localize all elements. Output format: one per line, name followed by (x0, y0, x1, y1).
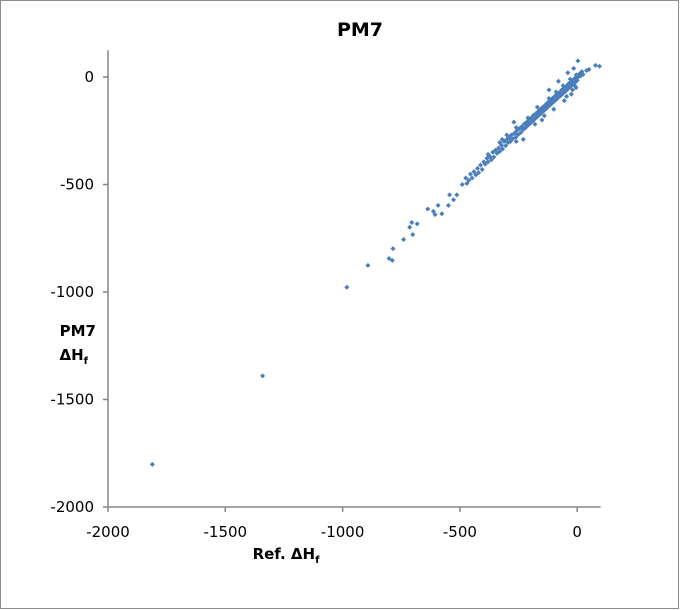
data-point (586, 66, 592, 72)
data-point (513, 139, 519, 144)
data-point (567, 76, 573, 82)
x-tick-label: -1000 (321, 523, 365, 541)
data-point (503, 143, 509, 149)
data-point (476, 170, 482, 176)
data-point (445, 202, 451, 208)
y-axis-label-line1: PM7 (60, 322, 96, 340)
data-point (560, 83, 566, 89)
data-point (497, 148, 503, 154)
data-point (573, 85, 579, 91)
data-point (555, 78, 561, 84)
data-point (592, 62, 598, 68)
data-point (499, 136, 505, 142)
data-point (471, 169, 477, 175)
data-point (365, 262, 371, 268)
data-point (520, 136, 526, 142)
data-point (454, 192, 460, 198)
data-point (509, 132, 515, 138)
data-point (432, 212, 438, 218)
data-point (451, 197, 457, 203)
data-point (546, 96, 552, 101)
data-point (410, 232, 416, 238)
data-point (463, 175, 469, 181)
data-point (459, 182, 465, 187)
data-point (447, 192, 453, 198)
y-tick-label: -1000 (50, 283, 94, 301)
x-tick-label: -1500 (204, 523, 248, 541)
data-point (534, 104, 540, 110)
data-point (389, 257, 395, 263)
data-point (553, 89, 559, 95)
data-point (532, 121, 538, 127)
data-point (565, 70, 571, 76)
data-point (511, 119, 517, 125)
data-point (439, 211, 445, 217)
data-point (546, 87, 552, 93)
data-point (551, 106, 557, 112)
data-point (344, 284, 350, 290)
y-axis-label-line2: ΔHf (59, 346, 88, 367)
data-point (149, 461, 155, 467)
data-point (518, 129, 524, 135)
data-point (513, 125, 519, 131)
data-point (580, 71, 586, 77)
data-point (467, 171, 473, 177)
data-point (571, 65, 577, 71)
y-tick-label: 0 (84, 68, 94, 86)
data-point (491, 154, 497, 160)
data-point (485, 151, 491, 157)
data-point (539, 117, 545, 123)
data-point (464, 180, 470, 186)
data-point (478, 162, 484, 168)
data-point (596, 63, 602, 69)
x-tick-label: 0 (572, 523, 582, 541)
data-point (479, 166, 485, 172)
data-point (425, 206, 431, 212)
data-point (407, 224, 413, 230)
chart-title: PM7 (337, 19, 383, 41)
data-point (525, 115, 531, 121)
x-axis-label: Ref. ΔHf (253, 545, 321, 566)
data-point (466, 177, 472, 183)
data-point (474, 165, 480, 171)
data-point (488, 157, 494, 163)
data-point (435, 202, 441, 208)
data-point (561, 98, 567, 104)
data-point (564, 93, 570, 99)
data-point (497, 140, 503, 146)
data-point (485, 159, 491, 165)
y-tick-label: -2000 (50, 498, 94, 516)
y-tick-label: -1500 (50, 391, 94, 409)
data-point (568, 91, 574, 97)
x-tick-label: -2000 (86, 523, 130, 541)
data-point (469, 175, 475, 181)
data-point (500, 146, 506, 152)
data-point (409, 220, 415, 226)
data-point (414, 221, 420, 227)
y-tick-label: -500 (60, 176, 94, 194)
x-tick-label: -500 (443, 523, 477, 541)
data-point (516, 126, 522, 132)
data-point (570, 87, 576, 93)
data-point (541, 113, 547, 119)
data-point (260, 373, 266, 379)
data-point (575, 58, 581, 64)
data-point (386, 255, 392, 261)
data-point (504, 132, 510, 138)
data-point (390, 246, 396, 252)
data-point (401, 237, 407, 243)
